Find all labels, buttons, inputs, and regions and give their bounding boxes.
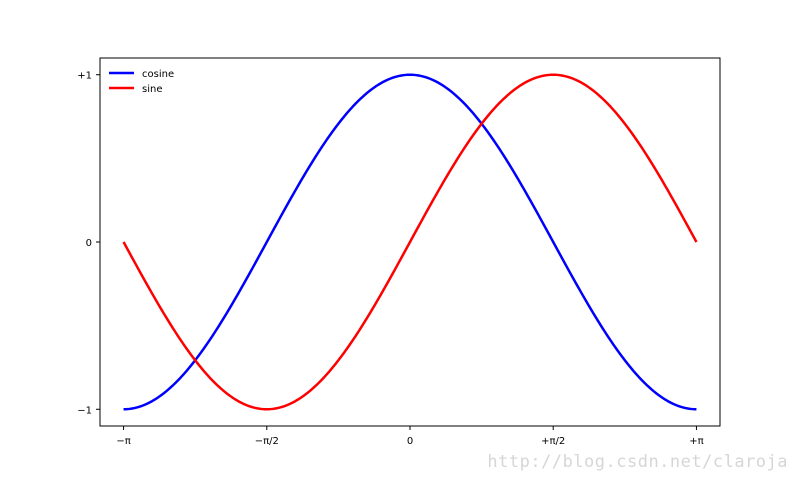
x-tick-label: −π/2	[255, 436, 279, 447]
legend: cosine sine	[109, 69, 174, 95]
series-line-cosine	[123, 73, 697, 411]
series-line-sine	[122, 73, 698, 411]
watermark-text: http://blog.csdn.net/claroja	[487, 452, 788, 472]
x-tick-label: +π	[689, 436, 703, 447]
y-tick-label: −1	[77, 405, 92, 416]
x-tick-label: 0	[407, 436, 413, 447]
legend-label-sine: sine	[142, 84, 162, 95]
y-tick-label: 0	[86, 238, 92, 249]
legend-label-cosine: cosine	[142, 69, 174, 80]
y-tick-label: +1	[77, 71, 92, 82]
x-tick-label: +π/2	[541, 436, 565, 447]
x-tick-label: −π	[116, 436, 130, 447]
